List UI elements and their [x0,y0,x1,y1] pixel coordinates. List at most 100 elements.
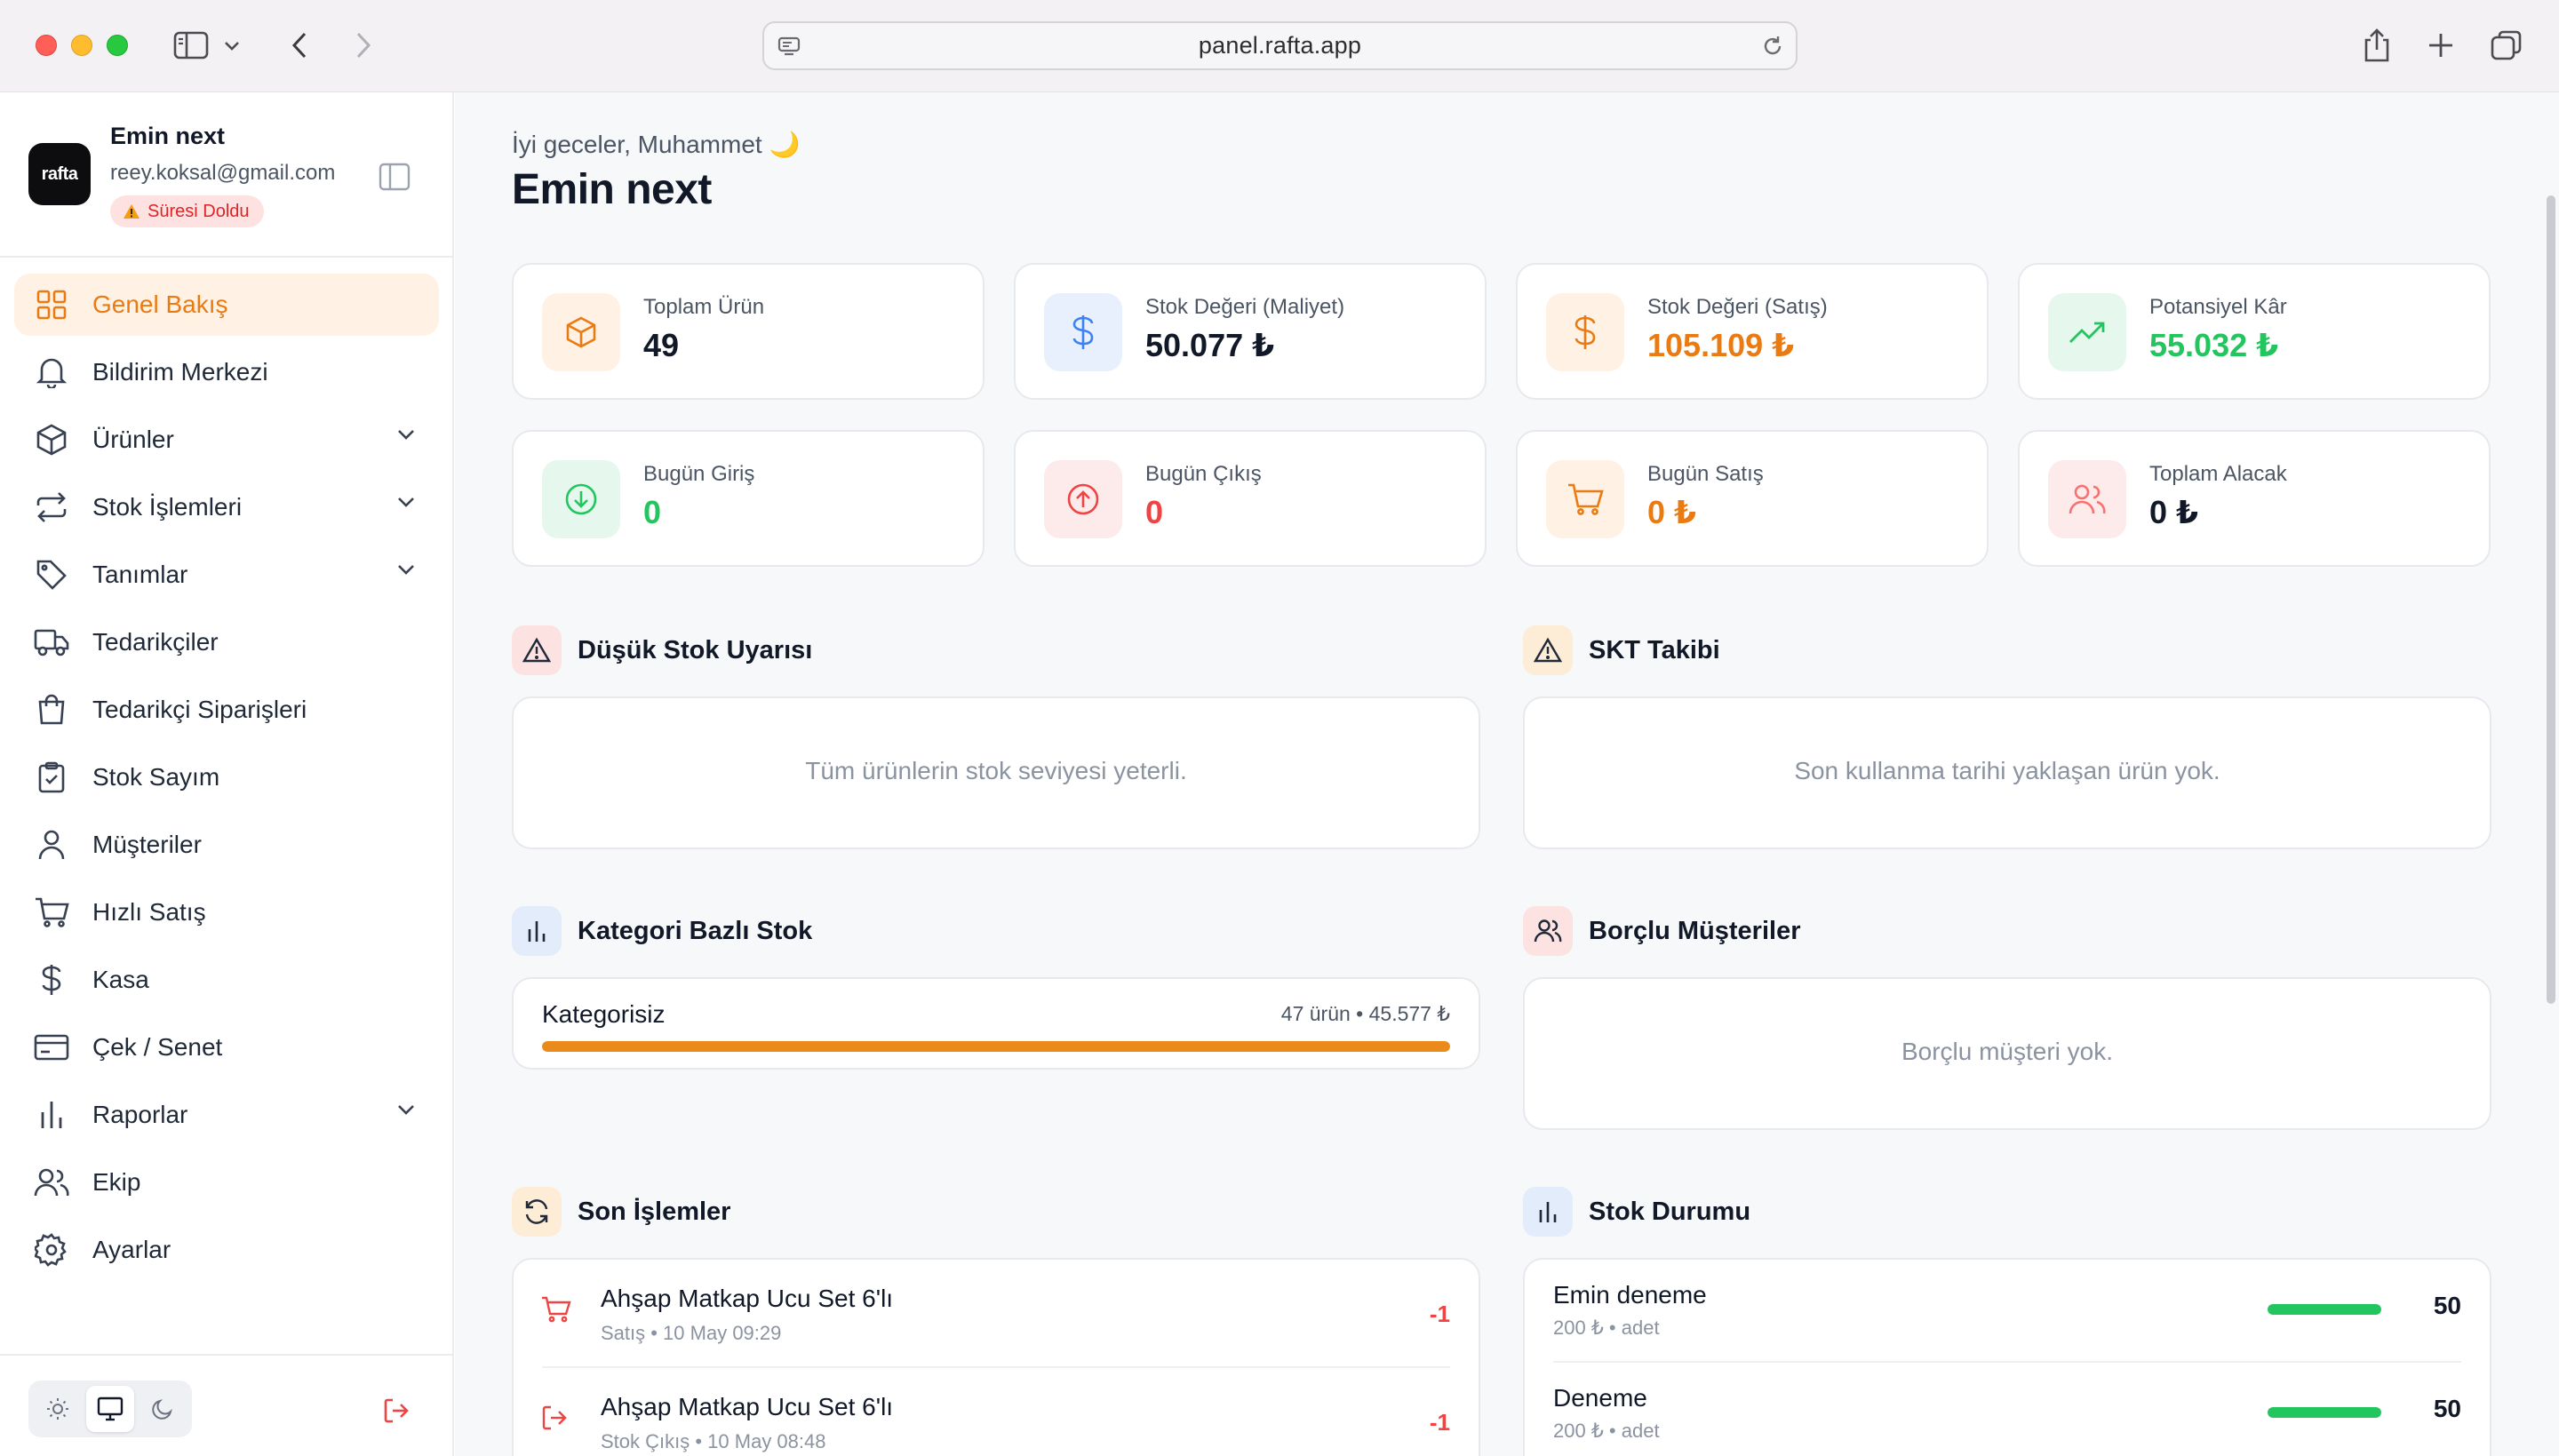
stat-label: Toplam Alacak [2149,462,2287,486]
nav-item-urunler[interactable]: Ürünler [14,409,439,471]
nav-item-musteriler[interactable]: Müşteriler [14,814,439,876]
bar-chart-icon [34,1097,69,1133]
nav-item-stok-sayim[interactable]: Stok Sayım [14,746,439,808]
debtors-header: Borçlu Müşteriler [1523,906,1801,956]
card-icon [34,1030,69,1065]
logout-icon [540,1404,569,1432]
stock-row[interactable]: Deneme 200 ₺ • adet 50 [1525,1363,2490,1456]
nav-item-kasa[interactable]: Kasa [14,949,439,1011]
debtors-panel: Borçlu müşteri yok. [1523,977,2491,1130]
nav-label: Tedarikçiler [92,628,219,656]
transaction-row[interactable]: Ahşap Matkap Ucu Set 6'lı Stok Çıkış • 1… [514,1368,1479,1456]
nav-item-tanimlar[interactable]: Tanımlar [14,544,439,606]
category-name: Kategorisiz [542,1000,666,1028]
stat-card-stock-value-sale[interactable]: Stok Değeri (Satış) 105.109 ₺ [1516,263,1989,400]
recent-transactions-header: Son İşlemler [512,1187,730,1237]
gear-icon [34,1232,69,1268]
nav-label: Ürünler [92,426,174,453]
stat-card-today-sales[interactable]: Bugün Satış 0 ₺ [1516,430,1989,567]
stat-value: 0 [643,494,662,530]
dollar-icon [34,962,69,998]
section-title: Son İşlemler [578,1197,731,1226]
trending-up-icon [2048,293,2126,371]
section-title: Düşük Stok Uyarısı [578,635,813,664]
sidebar-toggle-icon[interactable] [169,23,213,68]
nav-item-ayarlar[interactable]: Ayarlar [14,1219,439,1281]
account-header: rafta Emin next reey.koksal@gmail.com Sü… [0,92,454,258]
stock-quantity: 50 [2433,1395,2461,1422]
section-title: Stok Durumu [1589,1197,1751,1226]
stat-value: 50.077 ₺ [1145,327,1275,363]
category-meta: 47 ürün • 45.577 ₺ [1280,1002,1450,1025]
theme-system-button[interactable] [85,1386,135,1432]
nav-item-bildirim-merkezi[interactable]: Bildirim Merkezi [14,341,439,403]
reload-icon[interactable] [1760,34,1785,59]
theme-light-button[interactable] [34,1386,83,1432]
stat-label: Potansiyel Kâr [2149,295,2287,319]
nav-item-cek-senet[interactable]: Çek / Senet [14,1016,439,1078]
cart-icon [34,895,69,930]
users-icon [2048,460,2126,538]
stat-card-total-products[interactable]: Toplam Ürün 49 [512,263,985,400]
nav-item-ekip[interactable]: Ekip [14,1151,439,1213]
chevron-down-icon[interactable] [396,563,416,576]
stat-card-stock-value-cost[interactable]: Stok Değeri (Maliyet) 50.077 ₺ [1014,263,1487,400]
nav-item-raporlar[interactable]: Raporlar [14,1084,439,1146]
forward-icon[interactable] [341,23,386,68]
clipboard-icon [34,760,69,795]
chevron-down-icon[interactable] [396,428,416,441]
nav-item-tedarikciler[interactable]: Tedarikçiler [14,611,439,673]
nav-label: Çek / Senet [92,1033,223,1061]
stock-row[interactable]: Emin deneme 200 ₺ • adet 50 [1525,1260,2490,1361]
nav-label: Ekip [92,1168,141,1196]
empty-state: Tüm ürünlerin stok seviyesi yeterli. [805,757,1187,784]
theme-dark-button[interactable] [138,1386,187,1432]
dollar-icon [1044,293,1122,371]
chevron-down-icon[interactable] [396,496,416,508]
nav-label: Kasa [92,966,149,993]
logout-button[interactable] [377,1391,416,1430]
section-title: Kategori Bazlı Stok [578,916,813,945]
stat-card-potential-profit[interactable]: Potansiyel Kâr 55.032 ₺ [2018,263,2491,400]
nav-label: Tanımlar [92,561,188,588]
minimize-window-button[interactable] [71,35,92,56]
new-tab-icon[interactable] [2419,23,2463,68]
refresh-icon [512,1187,562,1237]
cart-icon [1546,460,1624,538]
browser-toolbar: panel.rafta.app [0,0,2559,92]
stat-label: Toplam Ürün [643,295,765,319]
arrow-up-circle-icon [1044,460,1122,538]
nav-label: Müşteriler [92,831,202,858]
nav-item-stok-islemleri[interactable]: Stok İşlemleri [14,476,439,538]
stat-card-today-out[interactable]: Bugün Çıkış 0 [1014,430,1487,567]
nav-label: Stok Sayım [92,763,220,791]
back-icon[interactable] [277,23,322,68]
users-icon [34,1165,69,1200]
arrow-down-circle-icon [542,460,620,538]
nav-item-hizli-satis[interactable]: Hızlı Satış [14,881,439,943]
stock-meta: 200 ₺ • adet [1553,1420,1660,1442]
collapse-sidebar-button[interactable] [377,159,412,195]
nav-item-genel-bakis[interactable]: Genel Bakış [14,274,439,336]
bar-chart-icon [1523,1187,1573,1237]
share-icon[interactable] [2355,23,2399,68]
category-stock-header: Kategori Bazlı Stok [512,906,812,956]
sidebar-footer [0,1354,454,1456]
site-settings-icon[interactable] [777,34,801,59]
zoom-window-button[interactable] [107,35,128,56]
recent-transactions-panel: Ahşap Matkap Ucu Set 6'lı Satış • 10 May… [512,1258,1480,1456]
nav-item-tedarikci-siparisleri[interactable]: Tedarikçi Siparişleri [14,679,439,741]
chevron-down-icon[interactable] [219,23,245,68]
section-title: SKT Takibi [1589,635,1720,664]
account-email: reey.koksal@gmail.com [110,161,336,185]
close-window-button[interactable] [36,35,57,56]
chevron-down-icon[interactable] [396,1103,416,1116]
stat-card-total-receivable[interactable]: Toplam Alacak 0 ₺ [2018,430,2491,567]
scrollbar[interactable] [2547,195,2555,1004]
stock-level-fill [2268,1407,2381,1418]
address-bar[interactable]: panel.rafta.app [762,21,1798,70]
transaction-product: Ahşap Matkap Ucu Set 6'lı [601,1285,894,1312]
stat-card-today-in[interactable]: Bugün Giriş 0 [512,430,985,567]
tab-overview-icon[interactable] [2484,23,2529,68]
transaction-row[interactable]: Ahşap Matkap Ucu Set 6'lı Satış • 10 May… [514,1260,1479,1366]
